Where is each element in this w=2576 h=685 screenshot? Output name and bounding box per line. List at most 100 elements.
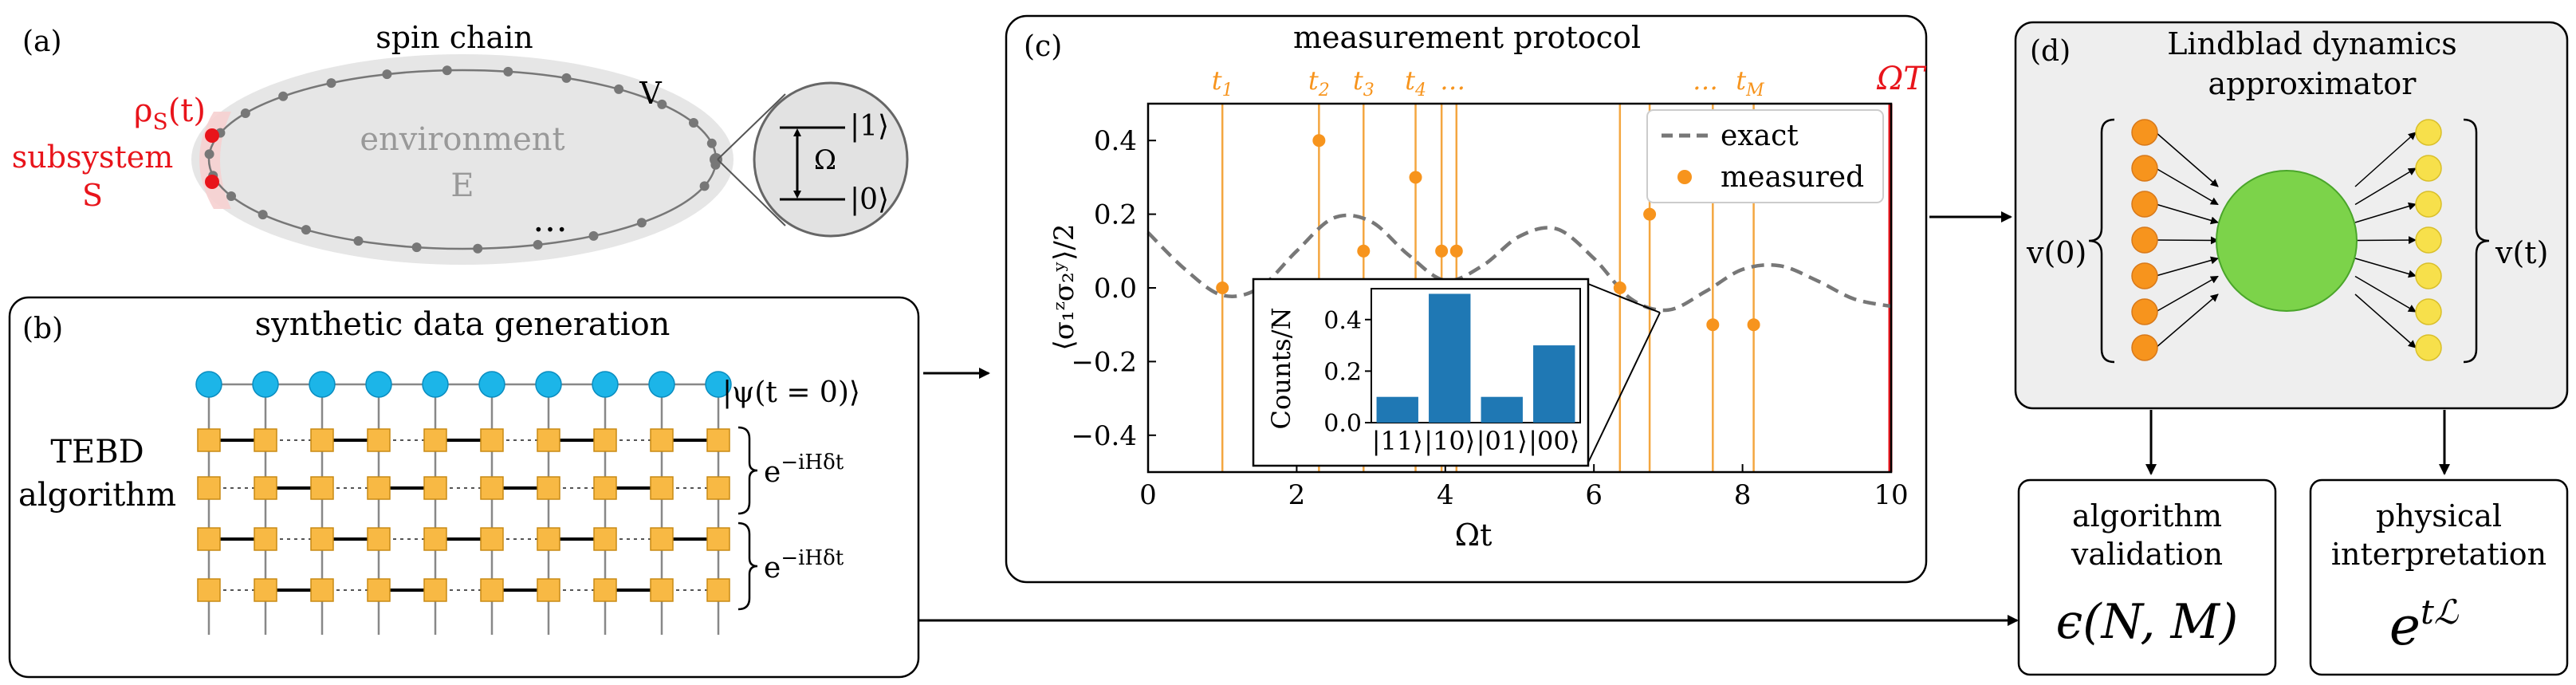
tebd-gate [706,476,730,500]
nn-edge-in [2155,256,2219,277]
tebd-gate [480,428,504,452]
y-tick-label: −0.4 [1071,420,1137,452]
inset-axes [1371,288,1581,423]
nn-input-node [2131,155,2158,182]
tebd-gate [254,578,277,602]
level-lower-label: |0⟩ [850,183,889,216]
inset-category-label: |10⟩ [1424,426,1475,456]
nn-edge-out [2354,132,2417,187]
chain-spin [301,225,311,235]
mps-site [535,371,562,398]
nn-input-node [2131,334,2158,361]
chain-spin [688,118,698,128]
chain-ellipsis: … [533,199,568,240]
inset-frame [1252,278,1590,467]
chain-spin [442,65,452,76]
tebd-gate [254,428,277,452]
inset-category-label: |01⟩ [1477,426,1528,456]
time-label: t2 [1308,65,1330,100]
environment-symbol: E [450,167,474,204]
chain-spin [204,149,214,159]
gate-label-2: e−iHδt [764,546,844,585]
nn-edge-out [2354,293,2417,348]
chain-spin [699,181,710,191]
chain-spin [258,210,268,220]
nn-edge-out [2354,258,2417,278]
chain-spin [473,243,483,254]
time-label: t4 [1405,65,1426,100]
subsystem-symbol: S [82,178,103,213]
tebd-network [195,371,732,635]
spin-chain [204,65,722,254]
inset-bar [1429,293,1471,423]
measured-point [1449,244,1463,258]
panel-d-title-line2: approximator [2208,66,2417,101]
tebd-gate [593,527,617,551]
chain-spin-zoomed [710,153,722,166]
mps-site [365,371,392,398]
tebd-gate [650,527,674,551]
time-label: tM [1736,65,1764,100]
panel-d: (d) Lindblad dynamics approximator v(0) … [2014,21,2569,410]
nn-output-node [2415,298,2442,325]
tebd-gate [650,578,674,602]
measured-point [1312,134,1326,148]
validation-line1: algorithm [2072,498,2222,533]
zoom-line-top [717,93,786,160]
tebd-gate [367,527,391,551]
counts-inset-chart: |11⟩ |10⟩ |01⟩ |00⟩ 0.0 0.2 0.4 Counts/N [1252,278,1661,467]
chain-spin [588,230,599,241]
inset-bar [1481,396,1523,423]
panel-c-title: measurement protocol [1293,20,1641,55]
nn-edge-in [2155,132,2219,187]
inset-y-tick-label: 0.4 [1323,307,1362,335]
rho-label: ρS(t) [134,93,206,135]
chart-legend: exact measured [1646,109,1884,203]
nn-output-node [2415,155,2442,182]
subsystem-label: subsystem [12,140,174,175]
tebd-gate [706,527,730,551]
mps-site [252,371,279,398]
chart-xlabel: Ωt [1455,518,1493,553]
tebd-gate [423,428,447,452]
nn-edge-out [2354,202,2417,223]
measured-point [1706,318,1720,332]
inset-category-label: |11⟩ [1372,426,1423,456]
inset-ylabel: Counts/N [1266,307,1296,429]
nn-edge-in [2155,203,2219,225]
chain-spin [382,69,392,80]
measured-point [1747,318,1760,332]
initial-state-label: |ψ(t = 0)⟩ [722,376,860,409]
tebd-gate [310,527,334,551]
tebd-gate [197,428,221,452]
interpretation-line2: interpretation [2331,537,2547,572]
measured-point [1216,281,1229,294]
panel-a-tag: (a) [22,26,62,58]
level-upper-label: |1⟩ [850,110,889,143]
panel-a: (a) spin chain environment E V … ρS(t) s… [12,20,909,265]
panel-c: (c) measurement protocol 0 2 4 6 8 10 −0.4 −0.2… [1005,14,1928,584]
x-tick-label: 10 [1874,479,1908,511]
tebd-gate [537,527,560,551]
tebd-gate [706,578,730,602]
nn-output-node [2415,262,2442,289]
y-tick-label: 0.4 [1094,125,1137,157]
environment-region [191,54,733,265]
nn-edge-in [2155,167,2219,206]
interpretation-line1: physical [2376,498,2502,533]
subsystem-spin [205,175,219,189]
tebd-gate [593,428,617,452]
nn-edge-out [2354,236,2417,245]
chain-spin [706,138,717,148]
panel-c-tag: (c) [1024,30,1062,63]
tebd-gate [254,527,277,551]
nn-input-node [2131,226,2158,254]
inset-y-tick-label: 0.2 [1323,358,1362,386]
legend-box [1646,109,1884,203]
x-tick-label: 4 [1437,479,1454,511]
neural-network [2131,119,2442,361]
nn-output-node [2415,119,2442,146]
tebd-label-line2: algorithm [18,477,176,514]
tebd-gate [423,476,447,500]
panel-b-tag: (b) [22,313,63,345]
